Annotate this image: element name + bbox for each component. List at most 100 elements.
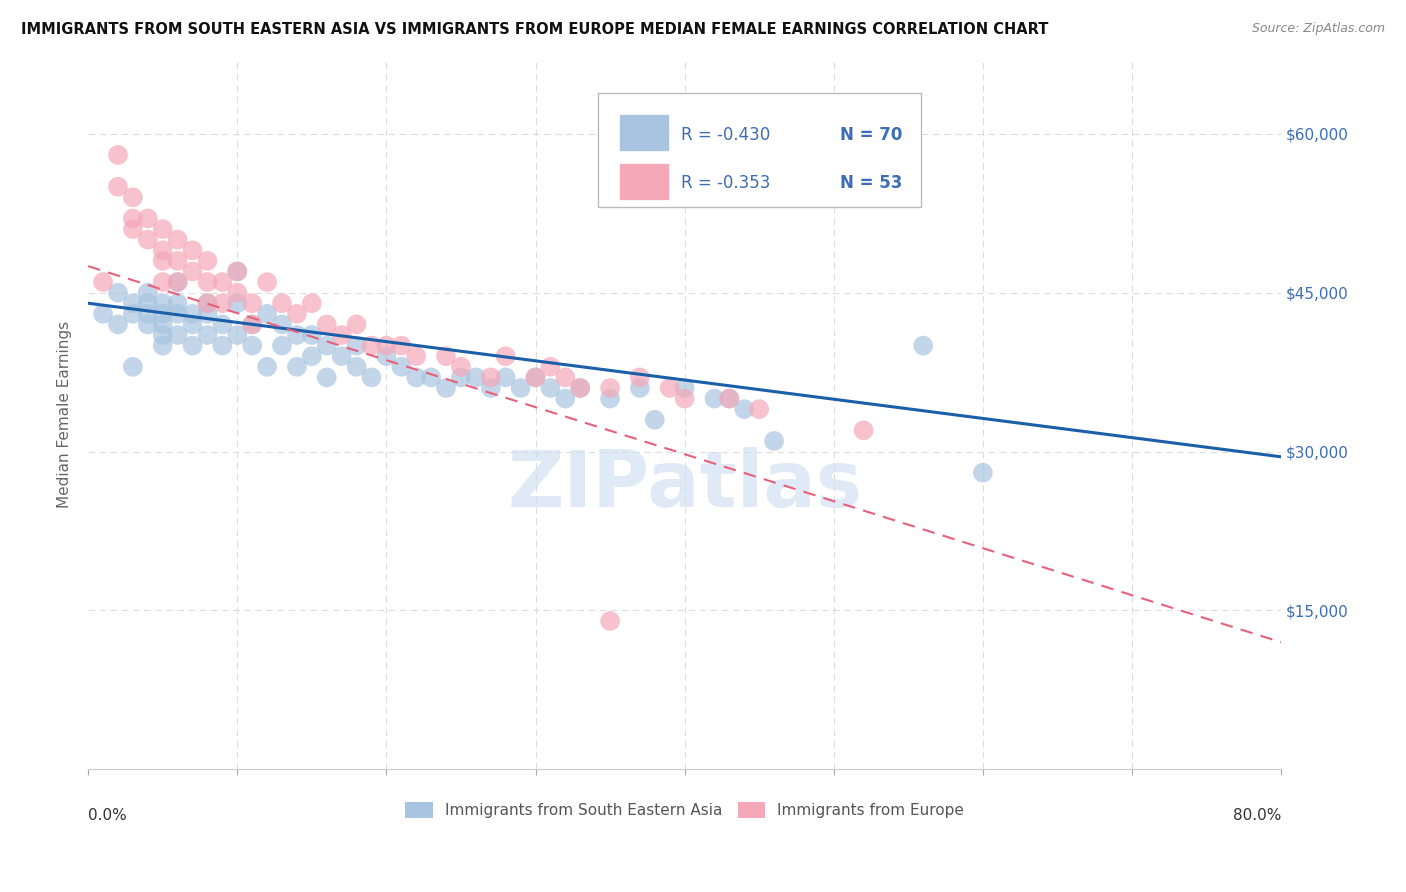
Point — [405, 349, 427, 363]
Point — [181, 264, 204, 278]
Point — [226, 296, 249, 310]
Point — [152, 328, 174, 343]
Point — [495, 370, 517, 384]
Point — [301, 349, 323, 363]
Point — [628, 381, 651, 395]
Point — [152, 222, 174, 236]
Point — [181, 338, 204, 352]
FancyBboxPatch shape — [619, 163, 669, 200]
Point — [346, 359, 368, 374]
Point — [375, 349, 398, 363]
Point — [673, 381, 696, 395]
Text: Source: ZipAtlas.com: Source: ZipAtlas.com — [1251, 22, 1385, 36]
Point — [256, 307, 278, 321]
Point — [122, 296, 145, 310]
Point — [166, 296, 188, 310]
Point — [122, 359, 145, 374]
Point — [152, 275, 174, 289]
Point — [240, 296, 263, 310]
Point — [554, 392, 576, 406]
FancyBboxPatch shape — [619, 114, 669, 152]
Point — [599, 381, 621, 395]
Point — [107, 285, 129, 300]
Point — [360, 370, 382, 384]
Point — [91, 275, 114, 289]
Point — [464, 370, 486, 384]
Y-axis label: Median Female Earnings: Median Female Earnings — [58, 321, 72, 508]
Legend: Immigrants from South Eastern Asia, Immigrants from Europe: Immigrants from South Eastern Asia, Immi… — [398, 794, 972, 825]
Point — [136, 285, 159, 300]
Point — [166, 275, 188, 289]
Point — [315, 370, 337, 384]
Point — [122, 307, 145, 321]
Point — [346, 338, 368, 352]
Point — [136, 233, 159, 247]
Text: 80.0%: 80.0% — [1233, 808, 1281, 823]
Point — [107, 179, 129, 194]
Point — [136, 307, 159, 321]
Point — [524, 370, 547, 384]
Point — [554, 370, 576, 384]
Point — [301, 296, 323, 310]
Point — [389, 338, 412, 352]
Text: ZIPatlas: ZIPatlas — [508, 448, 862, 524]
Point — [211, 296, 233, 310]
Point — [122, 222, 145, 236]
Point — [197, 296, 219, 310]
Point — [197, 307, 219, 321]
Point — [152, 253, 174, 268]
Point — [166, 307, 188, 321]
Point — [420, 370, 443, 384]
Point — [718, 392, 741, 406]
Point — [152, 244, 174, 258]
Point — [166, 328, 188, 343]
Point — [733, 402, 755, 417]
Point — [152, 296, 174, 310]
Point — [763, 434, 786, 448]
Point — [315, 318, 337, 332]
Point — [285, 307, 308, 321]
Point — [166, 275, 188, 289]
Point — [748, 402, 770, 417]
Point — [479, 370, 502, 384]
Point — [271, 296, 294, 310]
Point — [181, 244, 204, 258]
Text: IMMIGRANTS FROM SOUTH EASTERN ASIA VS IMMIGRANTS FROM EUROPE MEDIAN FEMALE EARNI: IMMIGRANTS FROM SOUTH EASTERN ASIA VS IM… — [21, 22, 1049, 37]
Point — [122, 211, 145, 226]
Point — [524, 370, 547, 384]
Point — [703, 392, 725, 406]
Point — [181, 307, 204, 321]
Point — [226, 264, 249, 278]
Point — [271, 318, 294, 332]
Point — [330, 349, 353, 363]
Point — [197, 275, 219, 289]
Point — [136, 318, 159, 332]
Point — [569, 381, 592, 395]
Point — [346, 318, 368, 332]
Point — [644, 413, 666, 427]
Point — [136, 211, 159, 226]
Point — [658, 381, 681, 395]
Point — [852, 423, 875, 437]
Point — [181, 318, 204, 332]
Point — [450, 359, 472, 374]
Point — [240, 318, 263, 332]
Point — [434, 381, 457, 395]
Point — [211, 275, 233, 289]
Point — [315, 338, 337, 352]
Point — [538, 381, 561, 395]
Point — [240, 318, 263, 332]
Text: R = -0.430: R = -0.430 — [681, 126, 770, 144]
Point — [211, 338, 233, 352]
Point — [226, 285, 249, 300]
Point — [599, 614, 621, 628]
Point — [434, 349, 457, 363]
Text: N = 70: N = 70 — [839, 126, 903, 144]
Point — [301, 328, 323, 343]
Point — [509, 381, 531, 395]
Point — [256, 359, 278, 374]
Point — [107, 318, 129, 332]
Point — [972, 466, 994, 480]
Point — [211, 318, 233, 332]
Point — [495, 349, 517, 363]
